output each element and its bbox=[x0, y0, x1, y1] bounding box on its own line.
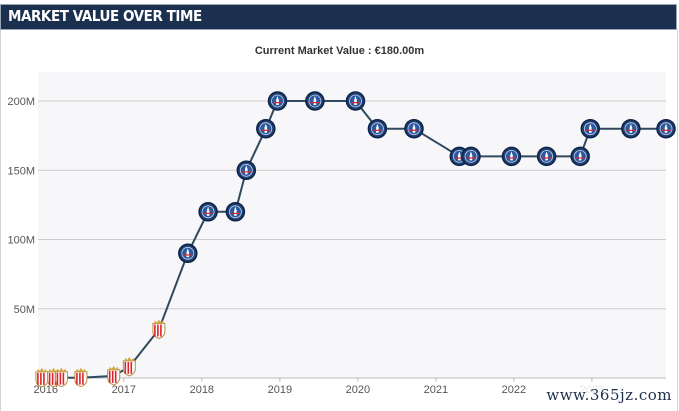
monaco-crest-marker[interactable] bbox=[54, 367, 68, 388]
x-tick-label: 2020 bbox=[346, 384, 370, 396]
psg-crest-marker[interactable] bbox=[198, 202, 218, 222]
section-header: MARKET VALUE OVER TIME bbox=[0, 4, 677, 30]
monaco-crest-marker[interactable] bbox=[122, 356, 136, 377]
watermark-text: www.365jz.com bbox=[543, 385, 675, 405]
psg-crest-marker[interactable] bbox=[570, 146, 590, 167]
monaco-crest-marker[interactable] bbox=[35, 367, 49, 388]
psg-crest-marker[interactable] bbox=[580, 118, 601, 139]
psg-crest-marker[interactable] bbox=[621, 118, 641, 139]
x-tick-label: 2018 bbox=[190, 384, 214, 396]
psg-crest-marker[interactable] bbox=[178, 243, 198, 264]
plot-area bbox=[38, 72, 666, 378]
y-tick-label: 50M bbox=[14, 304, 35, 316]
psg-crest-marker[interactable] bbox=[256, 118, 276, 139]
monaco-crest-marker[interactable] bbox=[107, 365, 121, 386]
psg-crest-marker[interactable] bbox=[536, 146, 557, 167]
x-tick-label: 2022 bbox=[502, 384, 526, 396]
current-market-value: Current Market Value : €180.00m bbox=[254, 45, 425, 57]
y-tick-label: 150M bbox=[7, 165, 35, 177]
psg-crest-marker[interactable] bbox=[236, 160, 257, 181]
psg-crest-marker[interactable] bbox=[305, 91, 325, 111]
x-tick-label: 2021 bbox=[424, 384, 448, 396]
y-tick-label: 100M bbox=[7, 235, 35, 247]
psg-crest-marker[interactable] bbox=[656, 118, 676, 139]
x-tick-label: 2016 bbox=[34, 384, 58, 396]
psg-crest-marker[interactable] bbox=[267, 91, 288, 111]
y-tick-label: 200M bbox=[7, 96, 35, 108]
psg-crest-marker[interactable] bbox=[501, 146, 522, 167]
psg-crest-marker[interactable] bbox=[225, 202, 246, 222]
psg-crest-marker[interactable] bbox=[367, 118, 388, 139]
x-tick-label: 2019 bbox=[268, 384, 292, 396]
monaco-crest-marker[interactable] bbox=[152, 319, 166, 340]
psg-crest-marker[interactable] bbox=[345, 91, 366, 111]
psg-crest-marker[interactable] bbox=[461, 146, 481, 167]
section-title: MARKET VALUE OVER TIME bbox=[8, 7, 202, 25]
x-tick-label: 2017 bbox=[112, 384, 136, 396]
psg-crest-marker[interactable] bbox=[404, 118, 424, 139]
monaco-crest-marker[interactable] bbox=[74, 367, 88, 388]
